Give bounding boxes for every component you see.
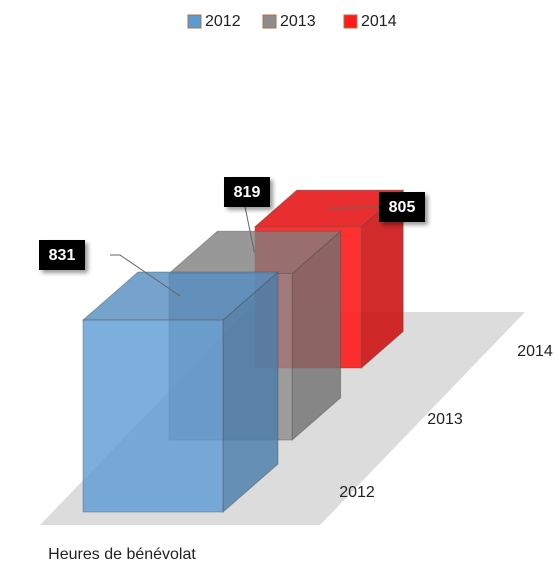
data-label-box <box>39 240 85 270</box>
legend-swatch <box>187 14 202 29</box>
data-label: 819 <box>234 184 261 201</box>
legend-label: 2012 <box>205 13 241 30</box>
category-label: Heures de bénévolat <box>48 546 196 563</box>
bar-front <box>82 319 224 513</box>
data-label-box <box>224 177 270 207</box>
data-label: 831 <box>49 247 76 264</box>
depth-label: 2012 <box>339 484 375 501</box>
depth-label: 2013 <box>427 411 463 428</box>
legend-swatch <box>262 14 277 29</box>
depth-label: 2014 <box>517 343 553 360</box>
legend-label: 2014 <box>361 13 397 30</box>
data-label-box <box>379 192 425 222</box>
leader-line <box>110 254 181 297</box>
legend-label: 2013 <box>280 13 316 30</box>
data-label: 805 <box>389 199 416 216</box>
legend-swatch <box>343 14 358 29</box>
